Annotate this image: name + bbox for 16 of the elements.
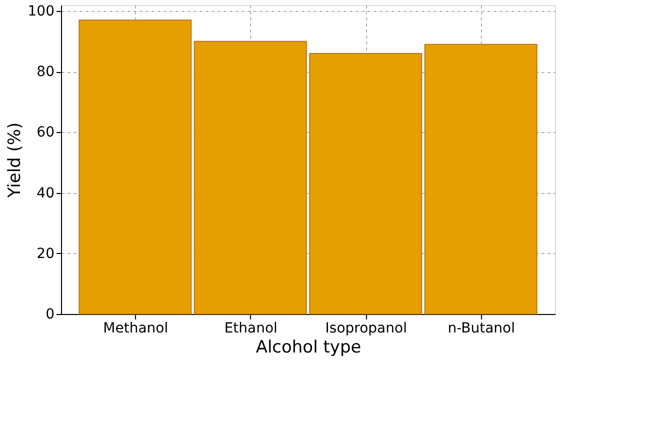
x-tick-label: Isopropanol xyxy=(325,320,407,336)
y-axis-title: Yield (%) xyxy=(4,122,25,199)
bar xyxy=(309,52,422,314)
y-tick-label: 100 xyxy=(28,4,54,20)
bar xyxy=(194,40,307,314)
y-tick-label: 20 xyxy=(36,246,54,262)
bar xyxy=(78,20,192,314)
x-tick-label: Methanol xyxy=(103,320,168,336)
y-tick-label: 80 xyxy=(36,64,54,80)
x-axis-title: Alcohol type xyxy=(256,338,362,358)
x-tick-label: n-Butanol xyxy=(448,320,516,336)
x-tick-label: Ethanol xyxy=(224,320,278,336)
y-tick-label: 0 xyxy=(46,306,54,322)
y-tick-label: 40 xyxy=(36,185,54,202)
y-tick-label: 60 xyxy=(36,124,54,141)
bar xyxy=(424,44,538,314)
